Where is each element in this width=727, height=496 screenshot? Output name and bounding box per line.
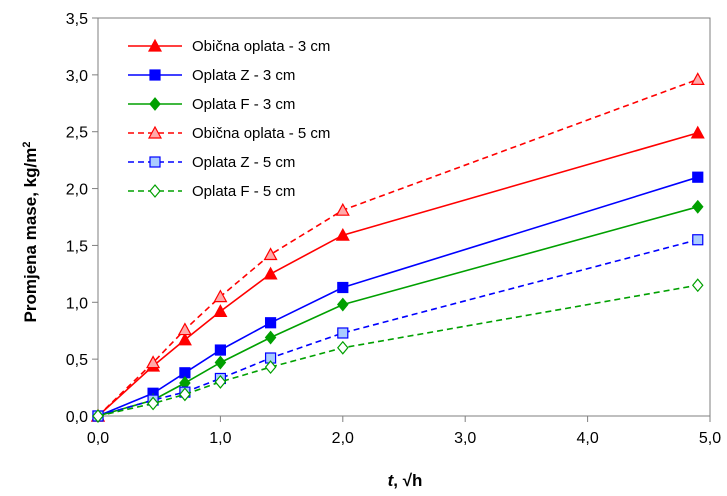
data-point [264, 317, 277, 329]
y-tick-label: 1,0 [66, 295, 88, 312]
data-point [690, 125, 705, 139]
legend-marker [147, 38, 163, 52]
data-point [692, 234, 704, 246]
data-point [335, 227, 350, 241]
y-tick-label: 1,5 [66, 238, 88, 255]
legend-entry: Oplata F - 5 cm [128, 183, 295, 200]
y-axis-title-main: Promjena mase, kg/m [21, 148, 40, 323]
legend-entry: Oplata Z - 3 cm [128, 67, 295, 84]
y-tick-label: 0,0 [66, 409, 88, 426]
y-tick-label: 2,5 [66, 125, 88, 142]
y-tick-label: 3,0 [66, 68, 88, 85]
data-point [146, 355, 161, 369]
legend-entry: Obična oplata - 5 cm [128, 125, 330, 142]
legend-label: Obična oplata - 5 cm [192, 125, 330, 142]
series-layer [90, 72, 705, 423]
data-point [214, 344, 226, 356]
x-tick-label: 3,0 [454, 430, 476, 447]
x-axis-title-rest: , √h [393, 471, 422, 490]
data-point [177, 322, 192, 336]
legend-marker [149, 69, 161, 81]
data-point [214, 374, 227, 389]
data-point [147, 396, 159, 411]
x-tick-label: 0,0 [87, 430, 109, 447]
series-6 [92, 278, 704, 423]
data-point [263, 266, 278, 280]
legend-marker [149, 97, 161, 111]
legend-label: Oplata Z - 5 cm [192, 154, 295, 171]
x-tick-label: 1,0 [209, 430, 231, 447]
y-tick-label: 3,5 [66, 11, 88, 28]
data-point [337, 281, 349, 294]
legend-label: Oplata Z - 3 cm [192, 67, 295, 84]
legend-marker [147, 125, 163, 139]
data-point [177, 332, 192, 346]
legend-label: Oplata F - 3 cm [192, 96, 295, 113]
x-axis-title-italic: t [388, 471, 395, 490]
data-point [214, 355, 227, 370]
data-point [692, 171, 704, 183]
x-tick-label: 2,0 [332, 430, 354, 447]
x-tick-label: 4,0 [576, 430, 598, 447]
legend-entry: Oplata Z - 5 cm [128, 154, 295, 171]
legend-marker [149, 184, 161, 198]
legend-marker [149, 156, 161, 168]
legend: Obična oplata - 3 cm Oplata Z - 3 cm Oplat… [128, 38, 330, 200]
data-point [337, 340, 349, 355]
y-tick-label: 2,0 [66, 182, 88, 199]
data-point [691, 278, 704, 293]
x-axis-title: t, √h [388, 471, 423, 490]
legend-label: Oplata F - 5 cm [192, 183, 295, 200]
data-point [92, 409, 104, 423]
data-point [179, 387, 191, 402]
legend-entry: Obična oplata - 3 cm [128, 38, 330, 55]
data-point [264, 330, 277, 345]
data-point [337, 297, 349, 312]
series-line [97, 78, 699, 417]
data-point [691, 199, 704, 214]
data-point [690, 72, 705, 86]
y-axis-title-superscript: 2 [21, 142, 33, 148]
data-point [264, 360, 277, 375]
x-tick-label: 5,0 [699, 430, 721, 447]
series-4 [90, 72, 705, 422]
data-point [213, 289, 228, 303]
data-point [213, 304, 228, 317]
y-tick-label: 0,5 [66, 352, 88, 369]
axes: 0,0 0,5 1,0 1,5 2,0 2,5 3,0 3,5 0,0 1,0 2,0 3,0 4,0 5… [66, 11, 721, 447]
data-point [335, 202, 350, 216]
legend-entry: Oplata F - 3 cm [128, 96, 295, 113]
y-axis-title: Promjena mase, kg/m2 [21, 142, 40, 323]
data-point [337, 327, 349, 339]
legend-label: Obična oplata - 3 cm [192, 38, 330, 55]
data-point [263, 247, 278, 261]
